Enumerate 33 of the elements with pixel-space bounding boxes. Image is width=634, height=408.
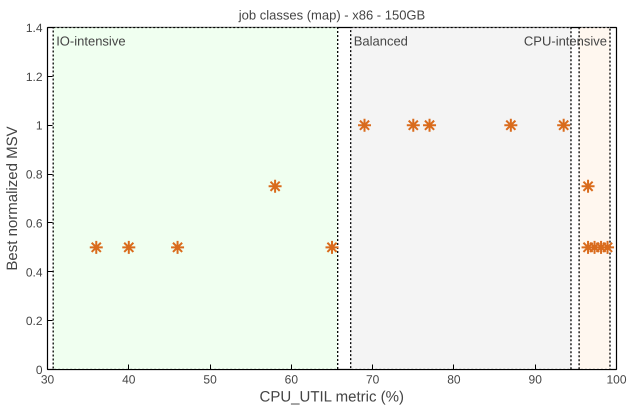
point — [268, 178, 283, 194]
point — [406, 118, 421, 133]
y-tick-label: 0.2 — [26, 314, 43, 328]
y-tick-label: 1 — [36, 118, 43, 133]
x-tick-label: 50 — [203, 372, 218, 386]
x-tick-label: 90 — [528, 372, 542, 386]
point — [121, 240, 136, 255]
point — [556, 118, 572, 133]
x-axis-title: CPU_UTIL metric (%) — [259, 388, 404, 406]
y-tick-label: 0.4 — [26, 265, 43, 280]
band-label: Balanced — [354, 34, 408, 48]
y-tick-label: 0.6 — [26, 216, 43, 230]
band-label: CPU-intensive — [524, 34, 608, 48]
point — [357, 118, 372, 133]
y-axis-title: Best normalized MSV — [4, 126, 21, 271]
point — [580, 178, 596, 194]
chart-title: job classes (map) - x86 - 150GB — [238, 8, 426, 22]
y-tick-label: 1.4 — [26, 21, 43, 35]
x-tick-label: 30 — [40, 372, 54, 386]
x-tick-label: 100 — [606, 372, 627, 386]
y-tick-label: 1.2 — [26, 70, 43, 84]
point — [422, 118, 438, 133]
x-tick-label: 80 — [447, 372, 461, 386]
x-tick-label: 60 — [284, 372, 298, 386]
y-tick-label: 0 — [36, 363, 43, 377]
x-tick-label: 40 — [122, 372, 136, 386]
x-tick-label: 70 — [366, 372, 380, 386]
point — [170, 240, 186, 255]
point — [324, 240, 340, 255]
band-label: IO-intensive — [56, 34, 126, 48]
point — [88, 240, 104, 255]
y-tick-label: 0.8 — [26, 168, 43, 182]
point — [503, 118, 518, 133]
